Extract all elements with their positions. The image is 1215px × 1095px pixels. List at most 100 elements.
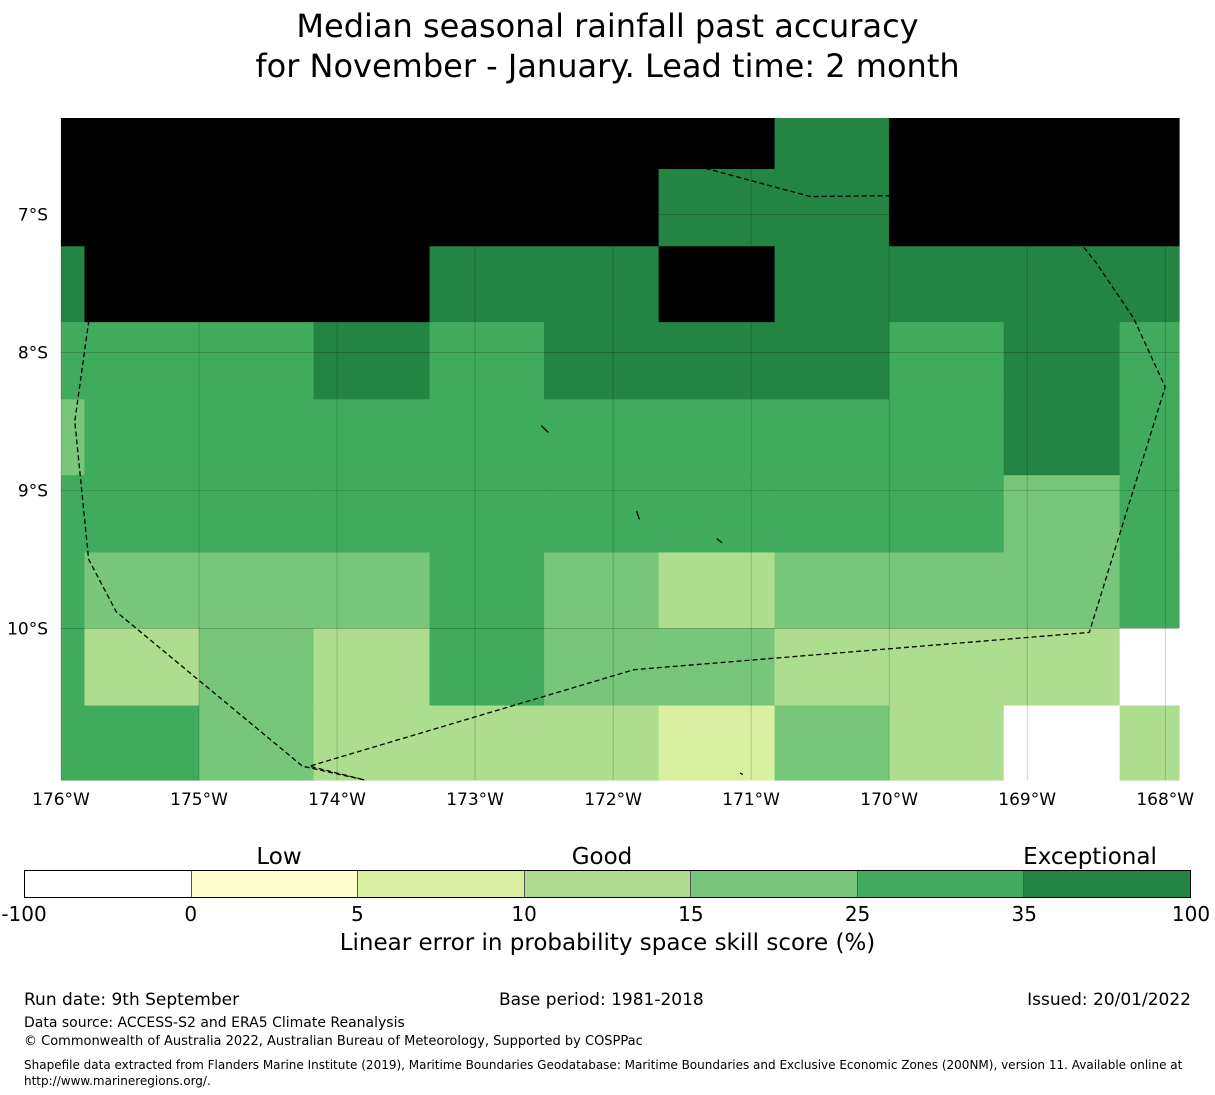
grid-cell [84,246,200,323]
grid-cell [61,399,86,476]
graticule [60,118,1179,780]
grid-cell [774,118,890,170]
grid-cell [61,628,86,707]
grid-cell [774,169,890,247]
latitude-tick-label: 9°S [18,481,48,501]
island-outline [540,425,549,433]
grid-cell [1003,705,1121,781]
grid-cell [1003,628,1121,707]
grid-cell [544,475,660,554]
longitude-tick-labels: 176°W 175°W 174°W 173°W 172°W 171°W 170°W 169°W… [32,790,1194,810]
grid-cell [199,628,315,707]
grid-cell [889,705,1005,781]
grid-cell [1119,475,1180,554]
grid-cell [889,628,1005,707]
grid-cell [774,399,890,476]
grid-cell [313,705,431,781]
grid-cell [313,628,431,707]
grid-cell [544,118,660,170]
grid-cell [1003,118,1121,170]
longitude-tick-label: 172°W [584,790,642,810]
colorbar-tick-label: -100 [1,902,47,926]
grid-cell [1119,628,1180,707]
base-period: Base period: 1981-2018 [499,990,704,1010]
latitude-tick-label: 8°S [18,343,48,363]
latitude-tick-labels: 7°S 8°S 9°S 10°S [7,206,48,640]
grid-cell [1119,169,1180,247]
colorbar-tick-label: 25 [844,902,871,926]
grid-cell [1003,552,1121,629]
grid-cell [313,399,431,476]
grid-cell [313,246,431,323]
grid-cell [199,118,315,170]
grid-cell [774,552,890,629]
grid-cell [199,322,315,400]
longitude-tick-label: 171°W [722,790,780,810]
colorbar-tick-label: 100 [1171,902,1211,926]
grid-cell [544,552,660,629]
grid-cell [199,399,315,476]
eez-boundary [74,140,1166,781]
grid-cell [84,399,200,476]
grid-cell [658,399,776,476]
grid-cell [774,705,890,781]
grid-cell [889,118,1005,170]
grid-cell [1119,705,1180,781]
grid-cell [199,169,315,247]
colorbar-segment [25,871,192,897]
colorbar-tick-label: 5 [351,902,364,926]
longitude-tick-label: 169°W [998,790,1056,810]
grid-cell [544,628,660,707]
grid-cell [889,322,1005,400]
grid-cell [889,399,1005,476]
grid-cell [658,118,776,170]
grid-cell [1003,475,1121,554]
grid-cell [61,705,86,781]
grid-cell [429,118,545,170]
colorbar-segment [358,871,525,897]
issued-date: Issued: 20/01/2022 [1027,990,1191,1010]
grid-cell [84,628,200,707]
grid-cell [61,118,86,170]
grid-cell [1119,552,1180,629]
grid-cell [429,322,545,400]
grid-cell [61,169,86,247]
grid-cell [774,322,890,400]
colorbar-tick-label: 35 [1011,902,1038,926]
grid-cell [774,246,890,323]
grid-cell [1119,118,1180,170]
colorbar-segment [1024,871,1191,897]
island-outline [716,538,723,544]
map-title: Median seasonal rainfall past accuracy f… [0,6,1215,86]
colorbar-segment [191,871,359,897]
grid-cell [658,246,776,323]
grid-cell [658,169,776,247]
grid-cell [313,475,431,554]
grid-cell [429,246,545,323]
skill-score-map: 176°W 175°W 174°W 173°W 172°W 171°W 170°W 169°W… [7,118,1194,810]
grid-cell [1003,246,1121,323]
latitude-tick-label: 10°S [7,619,48,639]
longitude-tick-label: 168°W [1136,790,1194,810]
shapefile-credit-line-1: Shapefile data extracted from Flanders M… [24,1058,1183,1072]
grid-cell [658,705,776,781]
longitude-tick-label: 175°W [170,790,228,810]
grid-cell [1003,169,1121,247]
latitude-tick-label: 7°S [18,206,48,226]
colorbar [24,870,1191,898]
grid-cell [544,399,660,476]
grid-cell [84,705,200,781]
grid-cell [84,552,200,629]
grid-cell [199,705,315,781]
data-source: Data source: ACCESS-S2 and ERA5 Climate … [24,1015,405,1031]
colorbar-segment [857,871,1025,897]
grid-cell [313,552,431,629]
grid-cell [658,552,776,629]
longitude-tick-label: 174°W [308,790,366,810]
run-date: Run date: 9th September [24,990,240,1010]
grid-cell [544,705,660,781]
grid-cell [658,475,776,554]
grid-cell [84,118,200,170]
island-outline [739,772,744,776]
grid-cell [313,118,431,170]
